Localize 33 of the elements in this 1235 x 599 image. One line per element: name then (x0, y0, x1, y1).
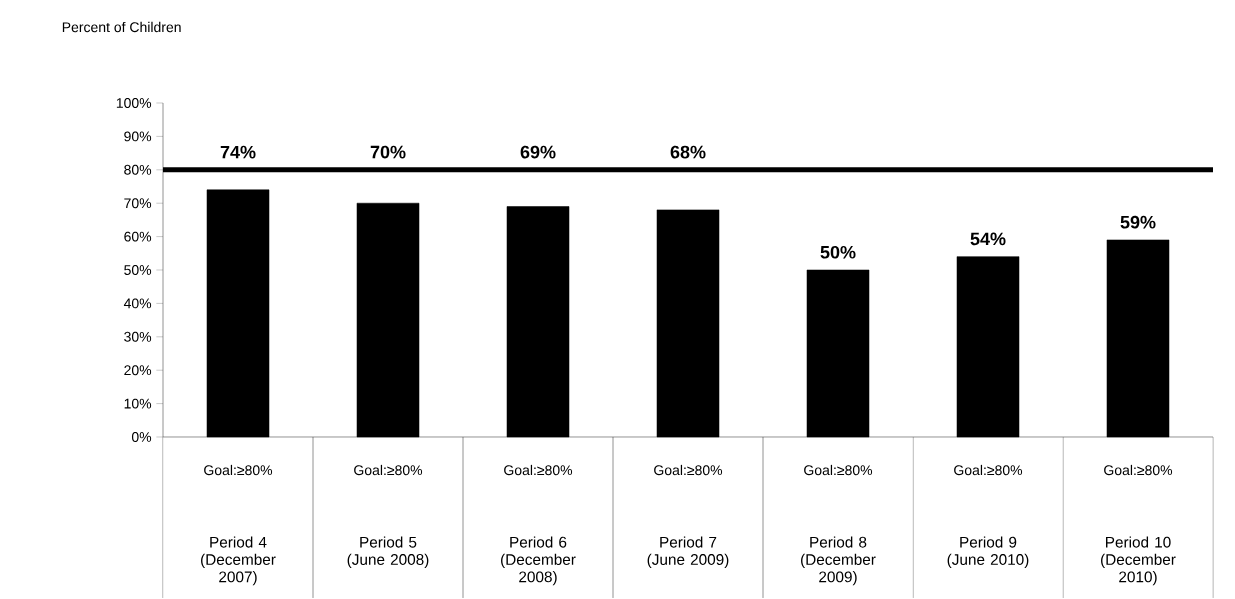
text: Goal:≥80% (504, 464, 573, 476)
y-tick-label: 10% (124, 398, 152, 409)
data-label: 54% (970, 232, 1006, 246)
y-tick-label: 80% (124, 164, 152, 175)
data-label: 74% (220, 145, 256, 159)
x-tick-label: Period 9 (June 2010) (947, 536, 1029, 568)
y-tick-label: 0% (131, 432, 152, 442)
y-tick-label: 40% (123, 298, 152, 309)
data-label: 68% (670, 145, 706, 159)
text: Goal:≥80% (354, 464, 423, 476)
text: Goal:≥80% (654, 464, 723, 476)
data-label: 50% (820, 245, 856, 259)
y-tick-label: 90% (124, 131, 152, 142)
x-tick-label: Period 8 (December 2009) (801, 536, 876, 586)
x-tick-label: Period 4 (December 2007) (201, 536, 276, 586)
y-axis-title: Percent of Children (62, 21, 181, 33)
text: Goal:≥80% (1104, 464, 1173, 476)
y-tick-label: 20% (124, 365, 152, 376)
x-tick-label: Period 7 (June 2009) (647, 536, 729, 568)
x-tick-label: Period 5 (June 2008) (347, 536, 429, 568)
data-label: 59% (1120, 215, 1156, 229)
y-tick-label: 60% (124, 231, 152, 242)
y-tick-label: 70% (124, 198, 152, 209)
text: Goal:≥80% (804, 464, 873, 476)
data-label: 69% (520, 145, 556, 159)
y-tick-label: 50% (124, 265, 152, 275)
text: Goal:≥80% (204, 464, 273, 476)
x-tick-label: Period 6 (December 2008) (501, 536, 576, 586)
y-tick-label: 100% (116, 98, 152, 108)
y-tick-label: 30% (124, 331, 152, 342)
x-tick-label: Period 10 (December 2010) (1101, 536, 1176, 586)
data-label: 70% (370, 145, 406, 159)
text: Goal:≥80% (954, 464, 1023, 476)
